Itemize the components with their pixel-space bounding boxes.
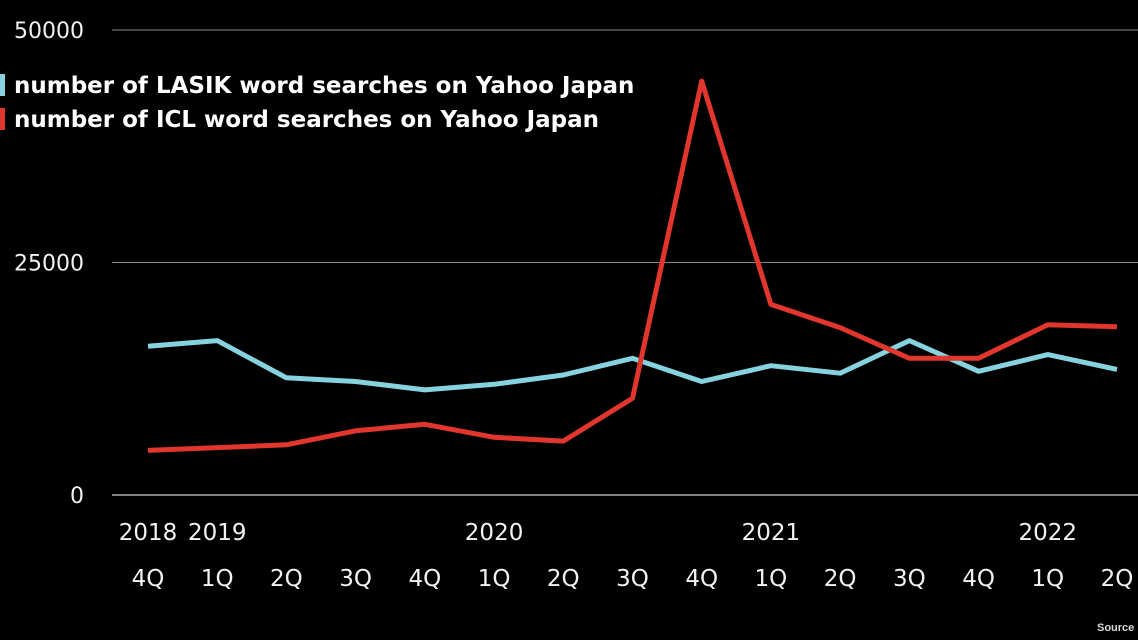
x-tick-quarter: 3Q xyxy=(616,566,649,592)
legend-swatch-icl xyxy=(0,108,5,130)
y-tick-label: 50000 xyxy=(14,19,84,44)
legend-swatch-lasik xyxy=(0,74,5,96)
x-tick-quarter: 4Q xyxy=(685,566,718,592)
x-tick-quarter: 1Q xyxy=(478,566,511,592)
legend-label-icl: number of ICL word searches on Yahoo Jap… xyxy=(14,107,599,133)
legend: number of LASIK word searches on Yahoo J… xyxy=(0,73,634,133)
series-line-lasik xyxy=(147,338,1118,393)
x-tick-quarter: 4Q xyxy=(408,566,441,592)
x-tick-quarter: 2Q xyxy=(547,566,580,592)
x-tick-quarter: 2Q xyxy=(1101,566,1134,592)
source-label: Source xyxy=(1097,622,1134,634)
x-tick-quarter: 1Q xyxy=(1031,566,1064,592)
x-tick-quarter: 3Q xyxy=(339,566,372,592)
x-tick-year: 2019 xyxy=(188,520,247,546)
x-tick-quarter: 2Q xyxy=(824,566,857,592)
x-tick-year: 2022 xyxy=(1019,520,1078,546)
series-lines xyxy=(147,78,1118,453)
grid-lines xyxy=(112,29,1138,496)
series-line-icl xyxy=(147,78,1118,453)
x-tick-quarter: 2Q xyxy=(270,566,303,592)
x-tick-quarter: 3Q xyxy=(893,566,926,592)
x-tick-quarter: 4Q xyxy=(132,566,165,592)
x-tick-year: 2021 xyxy=(742,520,801,546)
x-axis-ticks: 2018 2019 2020 2021 2022 4Q 1Q 2Q 3Q 4Q 1Q 2Q 3Q 4Q 1Q… xyxy=(119,520,1134,592)
x-tick-year: 2020 xyxy=(465,520,524,546)
y-tick-label: 0 xyxy=(70,484,84,509)
legend-label-lasik: number of LASIK word searches on Yahoo J… xyxy=(14,73,634,99)
x-tick-year: 2018 xyxy=(119,520,178,546)
y-tick-label: 25000 xyxy=(14,252,84,277)
x-tick-quarter: 1Q xyxy=(201,566,234,592)
x-tick-quarter: 1Q xyxy=(755,566,788,592)
y-axis-ticks: 0 25000 50000 xyxy=(14,19,84,509)
x-tick-quarter: 4Q xyxy=(962,566,995,592)
